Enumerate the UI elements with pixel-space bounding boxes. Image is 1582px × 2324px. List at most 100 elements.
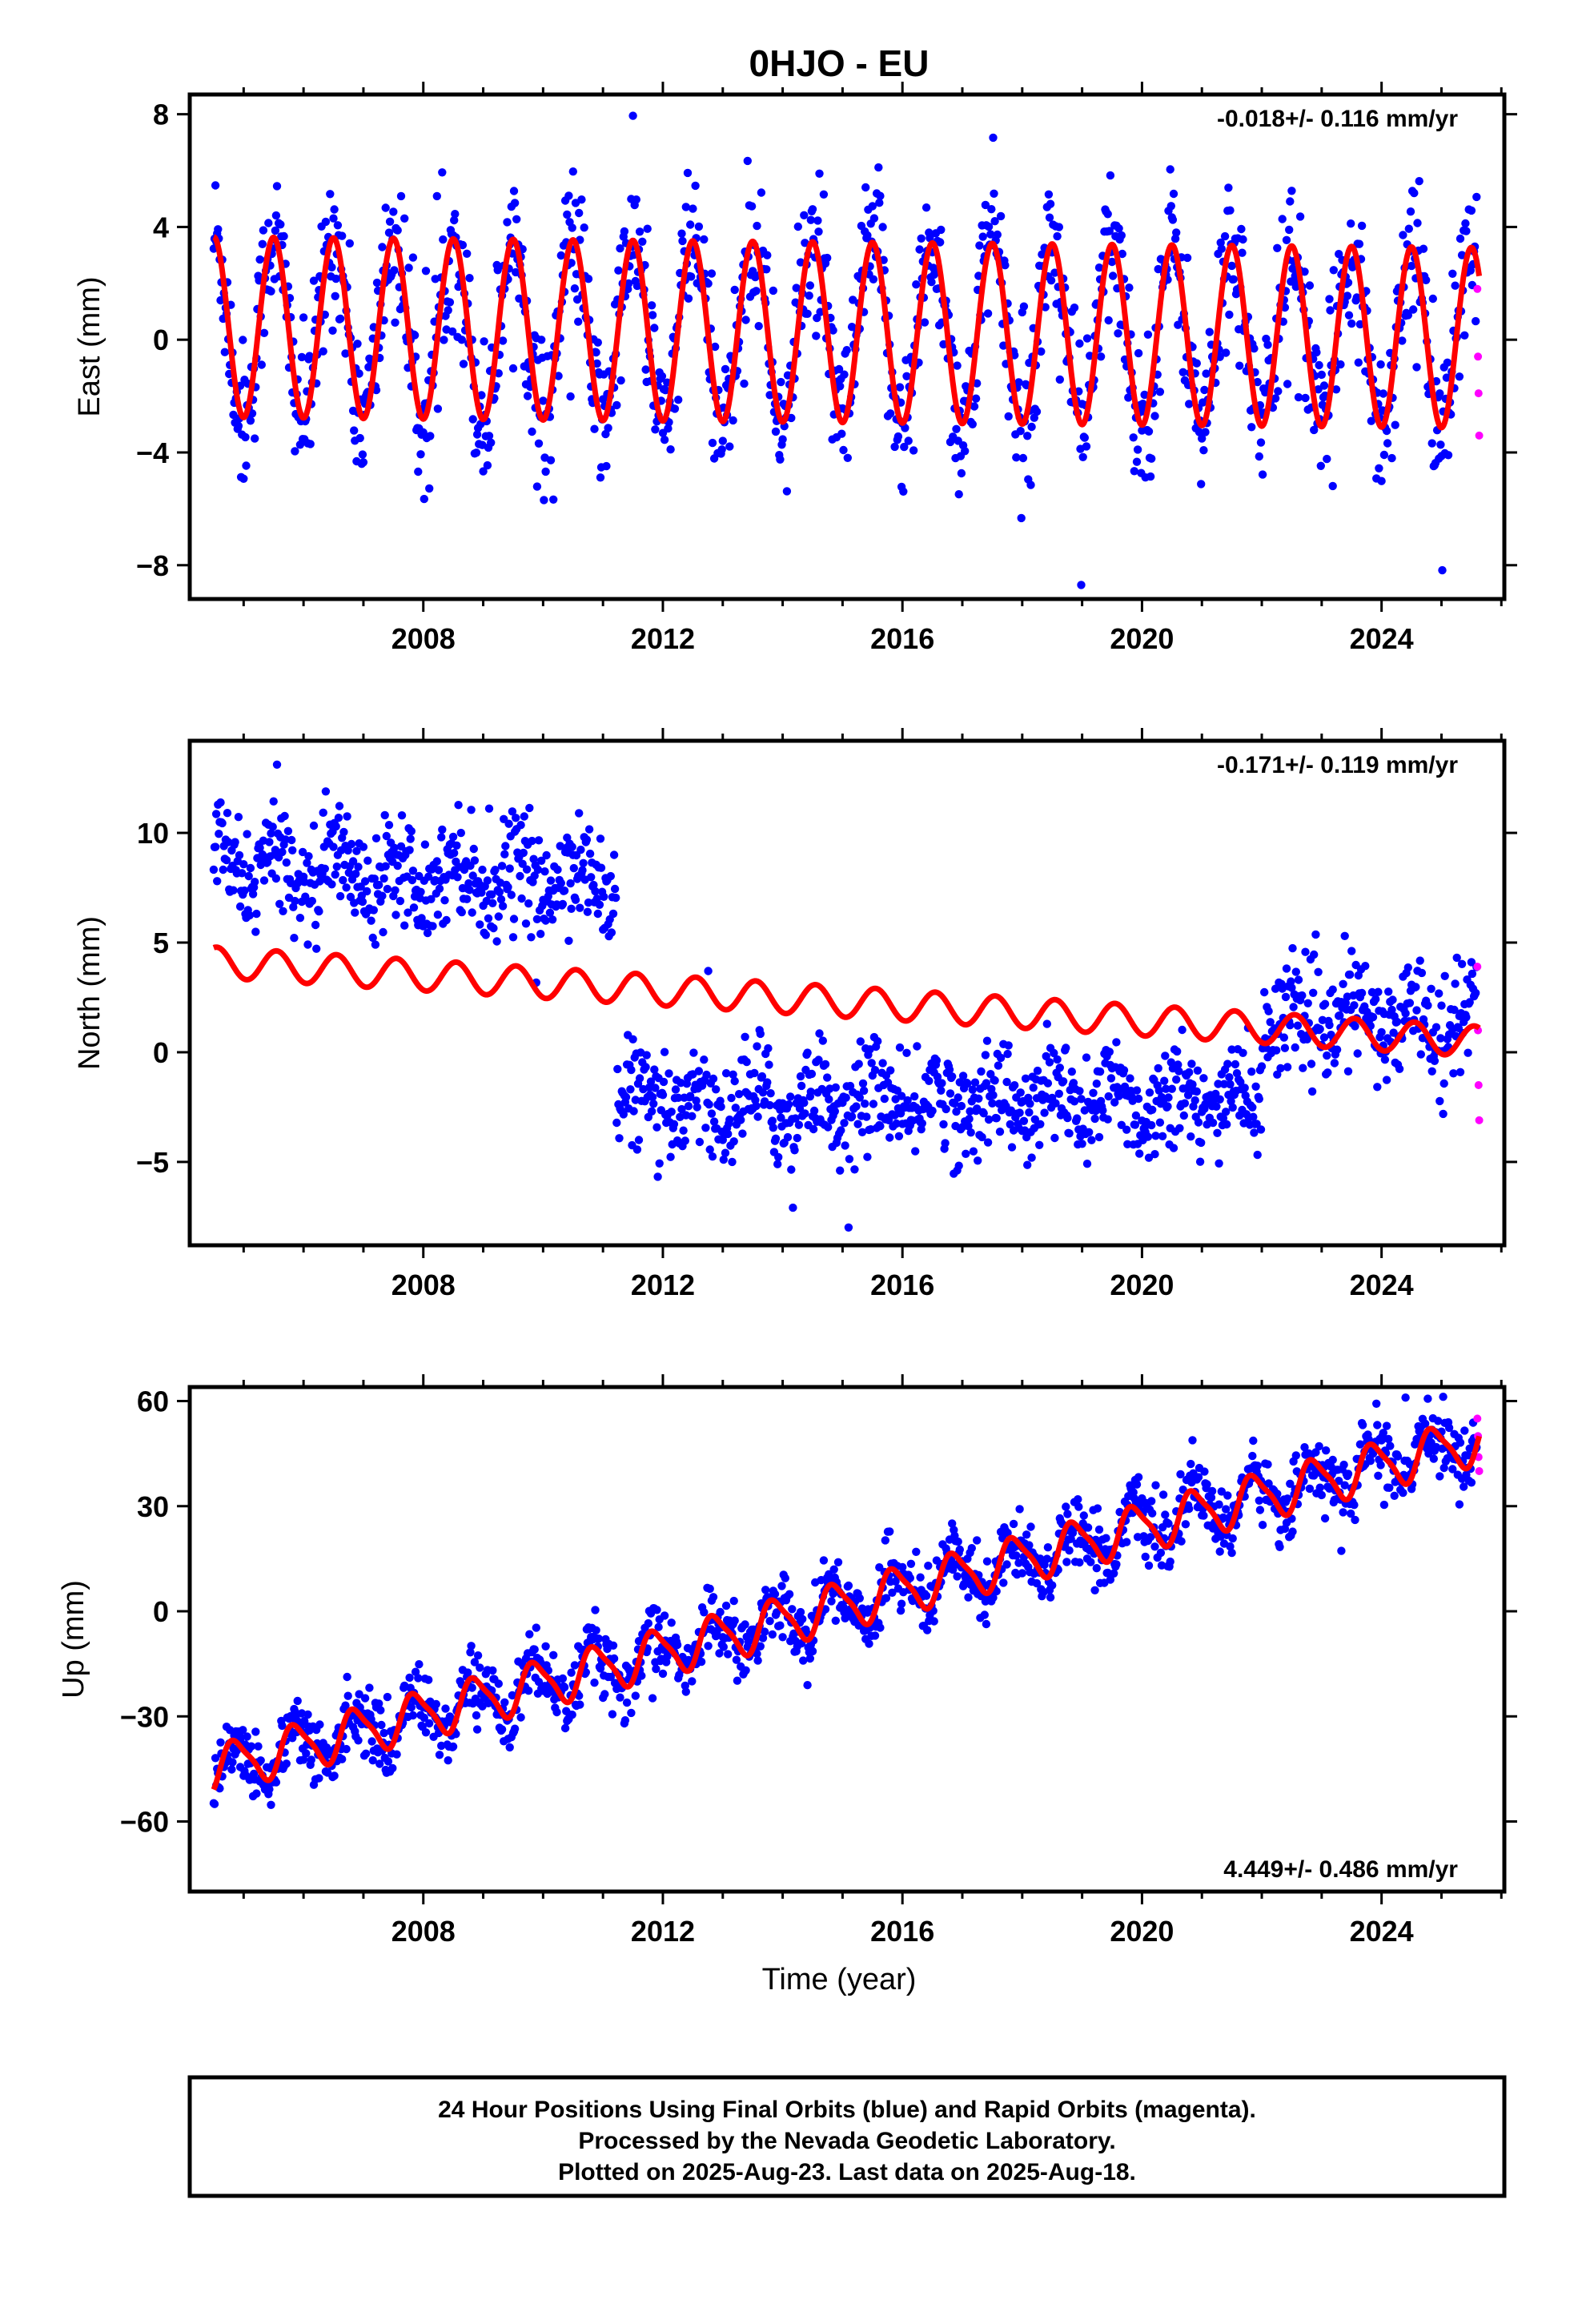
y-tick-label: 5 [153,927,169,959]
final-orbit-point [1240,1084,1249,1092]
final-orbit-point [974,1156,982,1165]
final-orbit-point [1299,1063,1307,1072]
final-orbit-point [946,1089,955,1098]
final-orbit-point [1151,1481,1160,1490]
final-orbit-point [1464,1451,1472,1460]
final-orbit-point [652,1664,661,1674]
final-orbit-point [1249,1436,1258,1445]
final-orbit-point [242,461,251,470]
final-orbit-point [1224,183,1233,192]
final-orbit-point [606,871,615,881]
final-orbit-point [1147,1497,1156,1506]
final-orbit-point [917,234,926,243]
final-orbit-point [508,933,518,942]
final-orbit-point [1379,450,1389,460]
final-orbit-point [1293,1021,1303,1030]
final-orbit-point [464,1668,472,1677]
final-orbit-point [901,424,909,432]
final-orbit-point [738,1129,747,1138]
final-orbit-point [1148,1509,1157,1518]
final-orbit-point [243,830,251,838]
final-orbit-point [765,391,774,400]
final-orbit-point [496,895,506,904]
final-orbit-point [1344,311,1354,320]
final-orbit-point [305,352,314,360]
rapid-orbit-point [1475,431,1484,440]
final-orbit-point [795,1104,805,1113]
final-orbit-point [240,886,249,895]
final-orbit-point [501,842,510,850]
final-orbit-point [622,1698,632,1707]
final-orbit-point [581,1668,590,1677]
final-orbit-point [271,846,280,854]
final-orbit-point [852,1102,861,1111]
final-orbit-point [764,1043,773,1053]
final-orbit-point [408,875,417,885]
final-orbit-point [354,1736,363,1745]
final-orbit-point [776,1621,785,1630]
final-orbit-point [1199,1074,1208,1083]
final-orbit-point [1239,1048,1247,1058]
final-orbit-point [941,1139,950,1148]
final-orbit-point [1422,275,1431,284]
final-orbit-point [297,352,307,362]
final-orbit-point [435,1751,444,1759]
final-orbit-point [280,811,289,821]
final-orbit-point [528,427,536,436]
final-orbit-point [1351,1022,1359,1031]
final-orbit-point [1215,1547,1224,1556]
final-orbit-point [1353,1049,1362,1058]
final-orbit-point [570,1661,580,1670]
final-orbit-point [666,1152,675,1161]
final-orbit-point [1065,1129,1074,1138]
final-orbit-point [1018,1569,1027,1578]
final-orbit-point [1307,1059,1316,1068]
final-orbit-point [382,831,391,841]
final-orbit-point [724,1650,733,1659]
final-orbit-point [567,259,576,267]
final-orbit-point [612,1118,621,1128]
final-orbit-point [644,1618,652,1628]
final-orbit-point [616,1693,624,1702]
final-orbit-point [1220,231,1230,241]
final-orbit-point [763,1078,772,1087]
final-orbit-point [1192,1087,1202,1096]
final-orbit-point [1228,1103,1237,1112]
final-orbit-point [234,813,243,822]
final-orbit-point [842,346,851,355]
final-orbit-point [803,1048,812,1057]
final-orbit-point [642,1051,651,1059]
final-orbit-point [533,865,543,875]
final-orbit-point [821,1059,830,1069]
final-orbit-point [303,1710,312,1719]
final-orbit-point [913,1042,921,1051]
final-orbit-point [647,301,656,310]
final-orbit-point [448,832,458,842]
final-orbit-point [368,933,377,943]
final-orbit-point [1124,393,1133,402]
final-orbit-point [824,1123,833,1132]
final-orbit-point [861,183,870,192]
final-orbit-point [667,1108,676,1116]
final-orbit-point [227,1765,236,1774]
final-orbit-point [870,1631,880,1640]
final-orbit-point [836,1166,845,1175]
final-orbit-point [566,879,575,888]
final-orbit-point [1133,445,1142,454]
final-orbit-point [1205,328,1215,336]
final-orbit-point [267,1800,275,1809]
final-orbit-point [404,908,412,917]
final-orbit-point [1384,1434,1393,1444]
final-orbit-point [771,427,781,436]
final-orbit-point [328,326,337,335]
final-orbit-point [321,217,331,227]
final-orbit-point [768,1116,777,1125]
final-orbit-point [464,879,473,888]
final-orbit-point [1219,1114,1228,1123]
final-orbit-point [405,1673,414,1683]
final-orbit-point [278,1721,287,1731]
final-orbit-point [957,468,966,478]
final-orbit-point [701,1124,710,1132]
final-orbit-point [1050,1133,1059,1143]
final-orbit-point [709,1593,718,1602]
